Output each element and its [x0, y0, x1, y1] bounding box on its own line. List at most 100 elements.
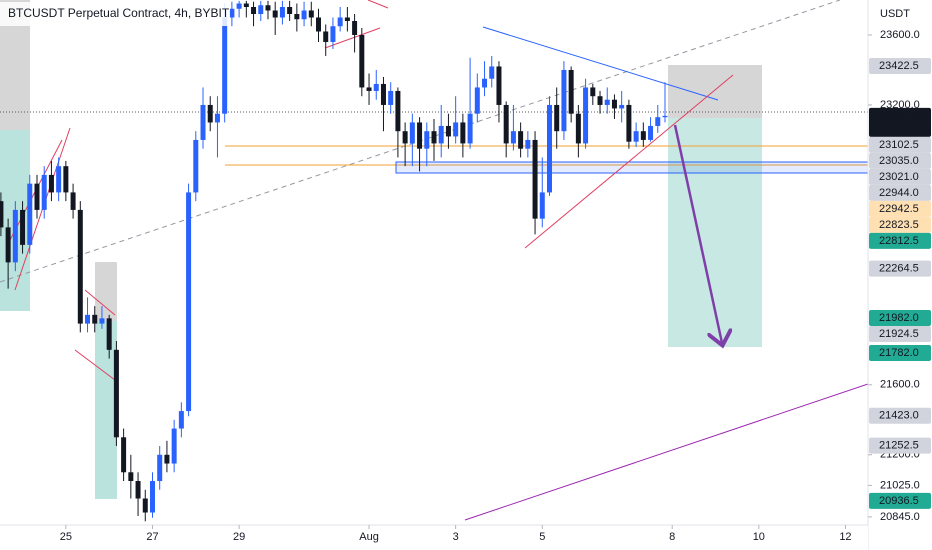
candle-body	[99, 318, 105, 324]
y-tick-label: 23200.0	[880, 99, 920, 111]
candle-body	[142, 498, 148, 513]
candle-body	[438, 125, 444, 144]
candle-body	[453, 122, 459, 137]
candle-body	[388, 90, 394, 105]
price-badge	[869, 200, 931, 217]
price-badge	[869, 437, 931, 454]
trend-line	[524, 74, 734, 249]
candle-body	[597, 96, 603, 105]
candle-body	[128, 472, 134, 482]
candle-body	[157, 454, 163, 482]
candle-body	[70, 192, 76, 210]
candle-body	[229, 8, 235, 18]
candle-body	[626, 104, 632, 142]
y-tick-label: 21600.0	[880, 379, 920, 391]
candle-body	[539, 192, 545, 219]
zone	[395, 161, 868, 174]
candle-body	[568, 69, 574, 114]
candle-body	[510, 131, 516, 144]
candle-body	[344, 17, 350, 21]
x-tick-label: 10	[753, 531, 765, 543]
candle-body	[106, 318, 112, 350]
trend-line	[367, 0, 389, 9]
candle-body	[655, 117, 661, 126]
candle-body	[222, 17, 228, 114]
y-tick-label: 20845.0	[880, 511, 920, 523]
price-badge	[869, 216, 931, 233]
candle-body	[489, 66, 495, 79]
candle-body	[330, 26, 336, 42]
axes: 23600.023200.021600.021200.021025.020845…	[60, 29, 931, 543]
candle-body	[503, 104, 509, 144]
candle-body	[63, 166, 69, 193]
candle-body	[460, 122, 466, 144]
candle-body	[186, 192, 192, 412]
candle-body	[359, 34, 365, 88]
candle-body	[20, 209, 26, 245]
candle-body	[525, 139, 531, 149]
candle-body	[546, 104, 552, 193]
position-box	[95, 321, 117, 499]
trend-line	[482, 26, 719, 101]
trend-line	[74, 349, 116, 381]
candle-body	[236, 3, 242, 9]
candle-body	[243, 3, 249, 7]
y-tick-label: 23600.0	[880, 29, 920, 41]
price-badge-label: 22264.5	[879, 262, 919, 274]
candle-body	[92, 314, 98, 324]
position-box	[95, 262, 117, 321]
candle-body	[554, 104, 560, 132]
price-badge-label: 23102.5	[879, 139, 919, 151]
candle-body	[532, 139, 538, 219]
candle-body	[251, 6, 257, 14]
candle-body	[467, 113, 473, 144]
candle-body	[409, 122, 415, 144]
candle-body	[373, 83, 379, 91]
price-badge	[869, 136, 931, 153]
candle-body	[323, 31, 329, 42]
candle-body	[56, 166, 62, 193]
candle-body	[337, 17, 343, 27]
price-badge-label: 22944.0	[879, 187, 919, 199]
x-tick-label: 5	[539, 531, 545, 543]
price-badge-label: 23035.0	[879, 155, 919, 167]
candle-body	[85, 314, 91, 324]
candle-body	[648, 125, 654, 140]
candle-body	[272, 10, 278, 18]
chart-title: BTCUSDT Perpetual Contract, 4h, BYBIT	[8, 6, 230, 20]
candle-body	[301, 10, 307, 20]
candle-body	[561, 69, 567, 132]
candle-body	[193, 139, 199, 193]
candle-body	[164, 454, 170, 464]
candle-body	[5, 227, 11, 263]
candle-body	[424, 131, 430, 149]
price-badge-label: 20936.5	[879, 495, 919, 507]
candle-body	[366, 87, 372, 91]
price-badge-label: 21924.5	[879, 328, 919, 340]
candle-body	[482, 78, 488, 88]
candle-body	[575, 113, 581, 144]
candle-body	[445, 125, 451, 137]
price-badge	[869, 184, 931, 201]
price-badge-label: 22812.5	[879, 235, 919, 247]
price-badge-label: 21782.0	[879, 347, 919, 359]
x-tick-label: 25	[60, 531, 72, 543]
candle-body	[27, 183, 33, 245]
arrow	[673, 124, 722, 343]
position-box	[668, 65, 762, 118]
price-badge-label: 21982.0	[879, 312, 919, 324]
candle-body	[583, 87, 589, 144]
title-box	[0, 2, 230, 26]
price-badge	[869, 232, 931, 249]
candle-body	[48, 174, 54, 193]
candle-body	[604, 99, 610, 105]
candle-body	[619, 104, 625, 109]
candle-body	[200, 104, 206, 140]
candle-body	[149, 481, 155, 513]
candle-body	[214, 113, 220, 123]
trend-line	[324, 27, 381, 49]
candle-body	[207, 104, 213, 123]
price-badge	[869, 326, 931, 342]
